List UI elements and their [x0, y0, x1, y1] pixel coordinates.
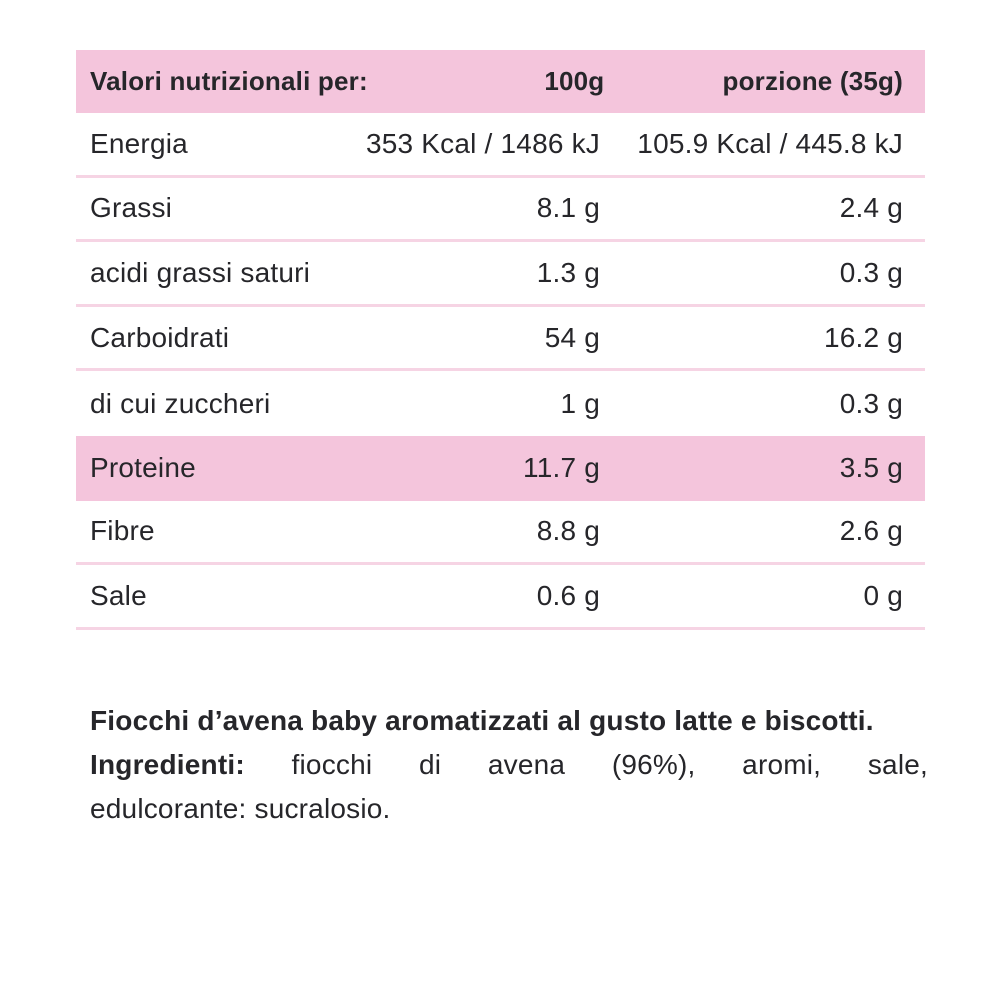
table-row-energia: Energia 353 Kcal / 1486 kJ 105.9 Kcal / …	[76, 113, 925, 178]
table-row-carboidrati: Carboidrati 54 g 16.2 g	[76, 307, 925, 372]
row-value-portion: 105.9 Kcal / 445.8 kJ	[637, 127, 903, 159]
row-label: Grassi	[90, 192, 173, 224]
row-label: Carboidrati	[90, 321, 230, 353]
row-label: acidi grassi saturi	[90, 256, 311, 288]
table-row-proteine-highlighted: Proteine 11.7 g 3.5 g	[76, 435, 925, 501]
row-value-portion: 2.4 g	[839, 192, 903, 224]
row-value-portion: 0.3 g	[839, 256, 903, 288]
row-value-100g: 8.8 g	[536, 515, 600, 547]
ingredients-text: fiocchi di avena (96%), aromi, sale,	[244, 749, 928, 780]
row-value-portion: 16.2 g	[823, 321, 903, 353]
row-value-portion: 3.5 g	[839, 452, 903, 484]
row-value-100g: 353 Kcal / 1486 kJ	[366, 127, 600, 159]
table-row-di-cui-zuccheri: di cui zuccheri 1 g 0.3 g	[76, 371, 925, 436]
header-col-100g: 100g	[544, 66, 605, 96]
description-line-flavour: Fiocchi d’avena baby aromatizzati al gus…	[90, 705, 874, 736]
table-header-row: Valori nutrizionali per: 100g porzione (…	[76, 50, 925, 113]
header-values-per-label: Valori nutrizionali per:	[90, 66, 368, 96]
row-label: Proteine	[90, 452, 196, 484]
row-value-portion: 0.3 g	[839, 387, 903, 419]
ingredients-label: Ingredienti:	[90, 749, 245, 780]
row-value-portion: 0 g	[863, 579, 903, 611]
table-row-sale: Sale 0.6 g 0 g	[76, 565, 925, 630]
row-value-100g: 1 g	[560, 387, 600, 419]
row-label: di cui zuccheri	[90, 387, 271, 419]
product-description: Fiocchi d’avena baby aromatizzati al gus…	[90, 699, 928, 831]
row-value-100g: 8.1 g	[536, 192, 600, 224]
row-value-100g: 0.6 g	[536, 579, 600, 611]
row-label: Fibre	[90, 515, 155, 547]
description-line-sweetener: edulcorante: sucralosio.	[90, 793, 391, 824]
row-value-100g: 54 g	[544, 321, 600, 353]
table-row-acidi-grassi-saturi: acidi grassi saturi 1.3 g 0.3 g	[76, 242, 925, 307]
row-value-100g: 1.3 g	[536, 256, 600, 288]
header-col-portion: porzione (35g)	[722, 66, 903, 96]
row-label: Sale	[90, 579, 147, 611]
table-row-fibre: Fibre 8.8 g 2.6 g	[76, 501, 925, 566]
ingredients-line: Ingredienti: fiocchi di avena (96%), aro…	[90, 743, 928, 787]
table-row-grassi: Grassi 8.1 g 2.4 g	[76, 178, 925, 243]
row-label: Energia	[90, 127, 188, 159]
row-value-100g: 11.7 g	[523, 452, 600, 484]
nutrition-table: Valori nutrizionali per: 100g porzione (…	[76, 50, 925, 630]
row-value-portion: 2.6 g	[839, 515, 903, 547]
